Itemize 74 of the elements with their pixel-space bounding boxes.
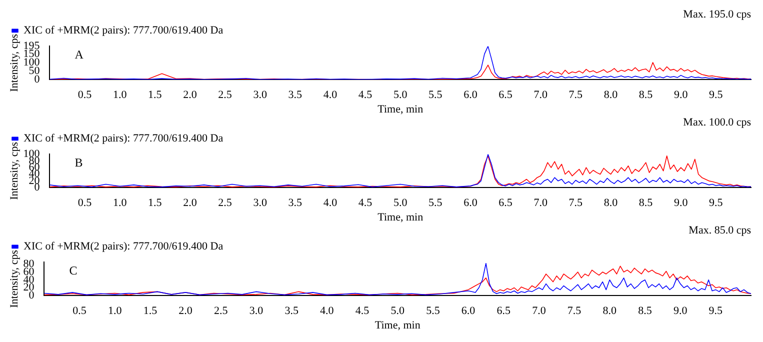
x-tick-label: 8.0: [604, 89, 618, 102]
x-tick-label: 2.5: [218, 89, 232, 102]
x-tick-label: 3.5: [288, 197, 303, 210]
x-tick-label: 4.0: [323, 89, 338, 102]
x-tick-label: 2.0: [178, 305, 193, 318]
x-tick-label: 1.5: [148, 89, 162, 102]
chart-subtitle: Max. 100.0 cps: [683, 116, 751, 128]
x-tick-label: 5.0: [390, 305, 405, 318]
x-axis-title: Time, min: [378, 211, 424, 224]
y-tick-label: 0: [34, 73, 40, 86]
x-tick-label: 7.5: [568, 197, 584, 210]
x-tick-label: 4.0: [323, 197, 338, 210]
x-tick-label: 8.5: [638, 89, 654, 102]
legend-label: XIC of +MRM(2 pairs): 777.700/619.400 Da: [24, 132, 224, 145]
annotation: B: [74, 155, 83, 170]
chart-subtitle: Max. 195.0 cps: [683, 8, 751, 20]
x-tick-label: 9.5: [709, 89, 724, 102]
x-tick-label: 4.0: [320, 305, 334, 318]
x-tick-label: 2.5: [218, 197, 232, 210]
x-tick-label: 3.5: [284, 305, 299, 318]
x-tick-label: 1.5: [143, 305, 158, 318]
x-tick-label: 5.5: [428, 89, 443, 102]
x-tick-label: 1.0: [112, 197, 128, 210]
chart-subtitle: Max. 85.0 cps: [688, 224, 751, 236]
x-tick-label: 1.0: [108, 305, 122, 318]
x-tick-label: 1.0: [112, 89, 128, 102]
x-tick-label: 7.0: [534, 197, 548, 210]
x-tick-label: 9.5: [709, 197, 724, 210]
annotation: C: [69, 263, 78, 278]
x-tick-label: 2.0: [183, 89, 198, 102]
x-tick-label: 9.0: [674, 89, 688, 102]
x-tick-label: 4.5: [355, 305, 370, 318]
x-tick-label: 8.5: [638, 305, 652, 318]
x-tick-label: 0.5: [72, 305, 87, 318]
x-axis-title: Time, min: [374, 319, 421, 332]
x-tick-label: 3.0: [253, 89, 268, 102]
y-axis-title: Intensity, cps: [8, 250, 20, 308]
x-tick-label: 6.0: [464, 197, 478, 210]
x-tick-label: 9.5: [708, 305, 724, 318]
x-tick-label: 6.5: [498, 89, 513, 102]
x-axis-title: Time, min: [378, 103, 424, 116]
x-tick-label: 3.0: [249, 305, 264, 318]
x-tick-label: 5.5: [426, 305, 440, 318]
y-tick-label: 0: [28, 289, 35, 302]
x-tick-label: 5.0: [393, 197, 408, 210]
x-tick-label: 7.0: [534, 89, 548, 102]
x-tick-label: 6.0: [461, 305, 476, 318]
x-tick-label: 8.5: [638, 197, 654, 210]
x-tick-label: 2.5: [214, 305, 228, 318]
x-tick-label: 8.0: [602, 305, 618, 318]
x-tick-label: 3.0: [253, 197, 268, 210]
x-tick-label: 2.0: [183, 197, 198, 210]
x-tick-label: 7.5: [568, 89, 584, 102]
x-tick-label: 5.0: [393, 89, 408, 102]
x-tick-label: 0.5: [78, 197, 92, 210]
x-tick-label: 3.5: [288, 89, 303, 102]
x-tick-label: 6.5: [498, 197, 513, 210]
x-tick-label: 4.5: [358, 89, 373, 102]
y-axis-title: Intensity, cps: [8, 142, 20, 200]
x-tick-label: 9.0: [673, 305, 688, 318]
x-tick-label: 8.0: [604, 197, 618, 210]
x-tick-label: 1.5: [148, 197, 162, 210]
x-tick-label: 5.5: [428, 197, 443, 210]
x-tick-label: 0.5: [78, 89, 92, 102]
legend-label: XIC of +MRM(2 pairs): 777.700/619.400 Da: [24, 240, 224, 253]
y-axis-title: Intensity, cps: [8, 34, 20, 92]
legend-label: XIC of +MRM(2 pairs): 777.700/619.400 Da: [24, 24, 224, 37]
annotation: A: [74, 47, 84, 62]
x-tick-label: 9.0: [674, 197, 688, 210]
x-tick-label: 7.5: [567, 305, 582, 318]
x-tick-label: 6.0: [464, 89, 478, 102]
x-tick-label: 4.5: [358, 197, 373, 210]
x-tick-label: 6.5: [496, 305, 511, 318]
x-tick-label: 7.0: [532, 305, 546, 318]
